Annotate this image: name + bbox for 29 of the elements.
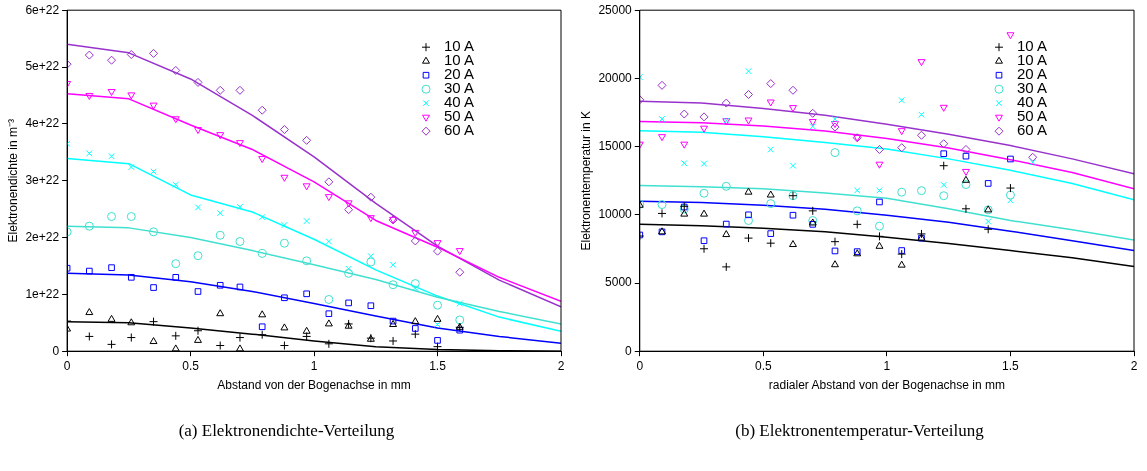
x-tick-label: 0.5 <box>754 358 772 373</box>
x-tick-label: 0 <box>63 358 71 373</box>
x-tick-label: 1 <box>310 358 318 373</box>
x-tick-label: 1 <box>883 358 891 373</box>
y-tick-label: 5000 <box>605 275 633 290</box>
y-axis-title: Elektronendichte in m⁻³ <box>5 119 20 243</box>
x-tick-label: 1.5 <box>1002 358 1020 373</box>
x-axis-title: radialer Abstand von der Bogenachse in mm <box>768 378 1005 393</box>
y-tick-label: 2e+22 <box>25 229 60 244</box>
y-axis-title: Elektronentemperatur in K <box>578 111 593 251</box>
y-tick-label: 10000 <box>598 207 633 222</box>
x-tick-label: 0 <box>636 358 644 373</box>
y-tick-label: 0 <box>52 343 60 358</box>
y-tick-label: 25000 <box>598 2 633 17</box>
x-tick-label: 1.5 <box>429 358 447 373</box>
text: (a) Elektronendichte-Verteilung <box>177 421 396 441</box>
y-tick-label: 20000 <box>598 70 633 85</box>
x-tick-label: 2 <box>557 358 565 373</box>
y-tick-label: 0 <box>625 343 633 358</box>
y-tick-label: 15000 <box>598 138 633 153</box>
x-tick-label: 0.5 <box>182 358 200 373</box>
y-tick-label: 5e+22 <box>25 59 60 74</box>
y-tick-label: 1e+22 <box>25 286 60 301</box>
x-tick-label: 2 <box>1130 358 1138 373</box>
y-tick-label: 3e+22 <box>25 173 60 188</box>
y-tick-label: 4e+22 <box>25 116 60 131</box>
x-axis-title: Abstand von der Bogenachse in mm <box>217 378 411 393</box>
y-tick-label: 6e+22 <box>25 2 60 17</box>
text: (b) Elektronentemperatur-Verteilung <box>734 421 985 441</box>
